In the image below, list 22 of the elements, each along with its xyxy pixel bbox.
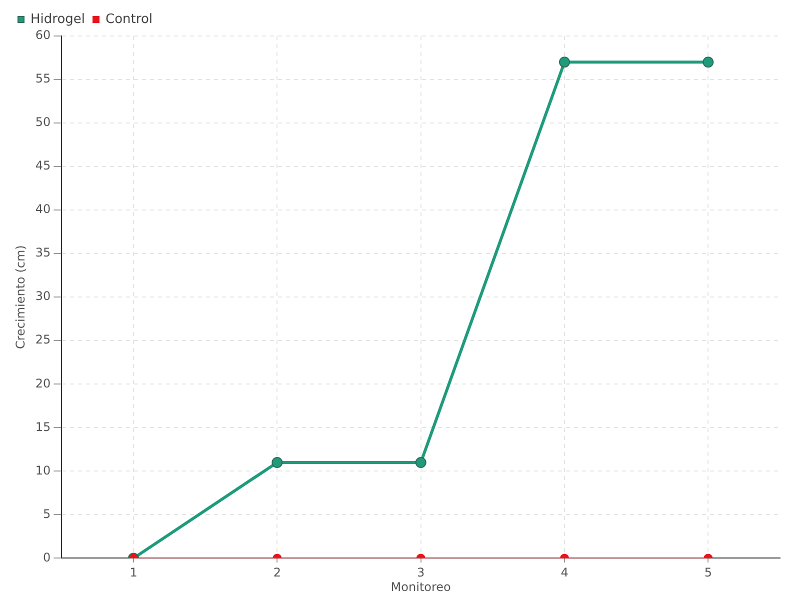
legend-label: Control	[106, 12, 153, 27]
y-tick-label: 50	[35, 115, 51, 130]
y-tick-label: 15	[35, 420, 51, 434]
legend-label: Hidrogel	[30, 12, 86, 27]
x-tick-label: 1	[130, 566, 138, 580]
x-tick-label: 2	[273, 566, 281, 580]
y-axis-title: Crecimiento (cm)	[13, 245, 28, 350]
x-tick-label: 4	[560, 566, 568, 580]
y-tick-label: 30	[35, 289, 51, 304]
y-tick-label: 60	[35, 28, 51, 42]
x-tick-label: 3	[417, 566, 425, 580]
y-tick-label: 5	[43, 506, 51, 521]
y-tick-label: 40	[35, 202, 51, 216]
y-tick-label: 10	[35, 463, 51, 478]
y-tick-label: 20	[35, 376, 51, 390]
x-axis-title: Monitoreo	[390, 580, 451, 594]
x-tick-label: 5	[704, 566, 712, 580]
y-tick-label: 55	[35, 72, 51, 86]
y-tick-label: 35	[35, 246, 51, 260]
y-tick-label: 0	[43, 550, 51, 564]
y-tick-label: 25	[35, 332, 51, 347]
y-tick-label: 45	[35, 158, 51, 173]
